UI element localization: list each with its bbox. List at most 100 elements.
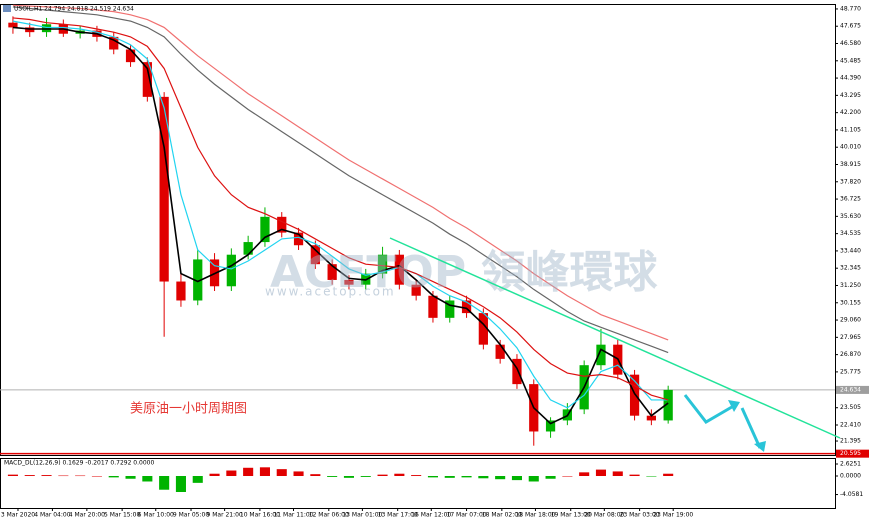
macd-bar	[209, 473, 220, 477]
macd-bar	[259, 467, 270, 477]
y-tick-label: 46.580	[840, 40, 861, 47]
arrow-path	[683, 394, 738, 424]
y-tick-label: 29.060	[840, 317, 861, 324]
macd-bar	[243, 467, 254, 477]
bottom-line-label: 20.595	[840, 450, 861, 457]
y-tick-label: 40.010	[840, 144, 861, 151]
macd-bar	[91, 476, 102, 477]
candle-body	[260, 216, 270, 243]
candle-body	[344, 279, 354, 285]
candle-body	[411, 284, 421, 296]
chart-title: USOIL,H1 24.794 24.818 24.519 24.634	[14, 6, 134, 13]
current-price-label: 24.634	[840, 386, 861, 393]
macd-title: MACD_DL(12,26,9) 0.1629 -0.2017 0.7292 0…	[4, 460, 154, 467]
arrow-path	[740, 407, 762, 449]
x-tick-label: 6 Mar 10:00	[138, 512, 174, 519]
x-tick-label: 3 Mar 2020	[1, 512, 35, 519]
x-tick-label: 9 Mar 05:00	[173, 512, 209, 519]
x-tick-label: 19 Mar 13:00	[551, 512, 591, 519]
candle-body	[277, 216, 287, 233]
macd-bar	[545, 476, 556, 479]
x-tick-label: 11 Mar 11:00	[273, 512, 313, 519]
candle-body	[377, 254, 388, 274]
y-tick-label: 30.155	[840, 299, 861, 306]
candle-body	[125, 49, 136, 63]
macd-bar	[478, 476, 489, 479]
candle-body	[193, 259, 203, 301]
macd-bar	[511, 476, 523, 481]
candle-body	[478, 313, 488, 345]
macd-bar	[159, 476, 170, 490]
moving-average	[12, 26, 669, 425]
macd-bar	[411, 475, 422, 477]
macd-bar	[360, 476, 371, 477]
macd-bar	[175, 476, 186, 493]
candle-body	[310, 245, 320, 265]
candle-body	[159, 96, 169, 282]
moving-average	[12, 6, 669, 354]
candle-body	[394, 254, 404, 285]
x-tick-label: 13 Mar 01:00	[342, 512, 382, 519]
macd-bar	[444, 476, 455, 478]
macd-bar	[562, 476, 573, 477]
x-tick-label: 4 Mar 20:00	[69, 512, 105, 519]
moving-average	[12, 20, 669, 409]
macd-frame	[0, 458, 836, 509]
macd-bar	[327, 476, 338, 477]
trendline	[389, 237, 841, 439]
macd-bar	[646, 476, 657, 477]
macd-bar	[75, 475, 86, 477]
macd-bar	[629, 474, 640, 477]
macd-bar	[612, 471, 623, 477]
y-tick-label: 33.440	[840, 247, 861, 254]
x-tick-label: 12 Mar 06:00	[309, 512, 349, 519]
macd-bar	[595, 469, 607, 477]
bottom-line-tag	[836, 449, 869, 458]
y-tick-label: 31.250	[840, 282, 861, 289]
candle-body	[646, 415, 656, 421]
x-tick-label: 5 Mar 15:00	[104, 512, 140, 519]
macd-bar	[343, 476, 354, 478]
macd-bar	[142, 476, 153, 482]
candle-body	[142, 62, 152, 97]
candle-body	[445, 300, 455, 318]
macd-bar	[377, 474, 388, 477]
x-tick-label: 20 Mar 08:00	[584, 512, 624, 519]
current-price-tag	[836, 385, 869, 394]
annotation: 美原油一小时周期图	[130, 402, 247, 417]
symbol-icon	[3, 5, 11, 12]
y-tick-label: 44.390	[840, 75, 861, 82]
y-tick-label: 45.485	[840, 57, 861, 64]
y-tick-label: 23.505	[840, 404, 861, 411]
y-tick-label: 21.395	[840, 438, 861, 445]
candle-body	[243, 242, 253, 255]
x-tick-label: 9 Mar 21:00	[207, 512, 243, 519]
x-tick-label: 23 Mar 03:00	[620, 512, 660, 519]
candle-body	[428, 295, 438, 318]
candle-body	[495, 344, 505, 359]
candle-body	[512, 358, 522, 385]
macd-bar	[108, 476, 119, 478]
y-tick-label: 47.675	[840, 23, 861, 30]
candle-body	[109, 36, 119, 50]
macd-y-tick-label: 0.0000	[840, 473, 861, 480]
arrow-head	[754, 441, 766, 452]
macd-bar	[226, 470, 237, 477]
y-tick-label: 27.965	[840, 334, 861, 341]
y-tick-label: 37.820	[840, 178, 861, 185]
y-tick-label: 32.345	[840, 265, 861, 272]
moving-average	[12, 4, 669, 341]
macd-bar	[58, 475, 69, 477]
macd-bar	[7, 474, 18, 477]
candle-body	[327, 264, 337, 280]
macd-bar	[293, 471, 304, 477]
y-tick-label: 38.915	[840, 161, 861, 168]
x-tick-label: 18 Mar 18:00	[515, 512, 555, 519]
watermark: ACETOP 領峰環球	[270, 247, 658, 298]
macd-y-tick-label: -4.0581	[840, 491, 863, 498]
y-tick-label: 41.105	[840, 126, 861, 133]
x-tick-label: 23 Mar 19:00	[653, 512, 693, 519]
candle-body	[596, 344, 606, 366]
x-tick-label: 17 Mar 07:00	[447, 512, 487, 519]
